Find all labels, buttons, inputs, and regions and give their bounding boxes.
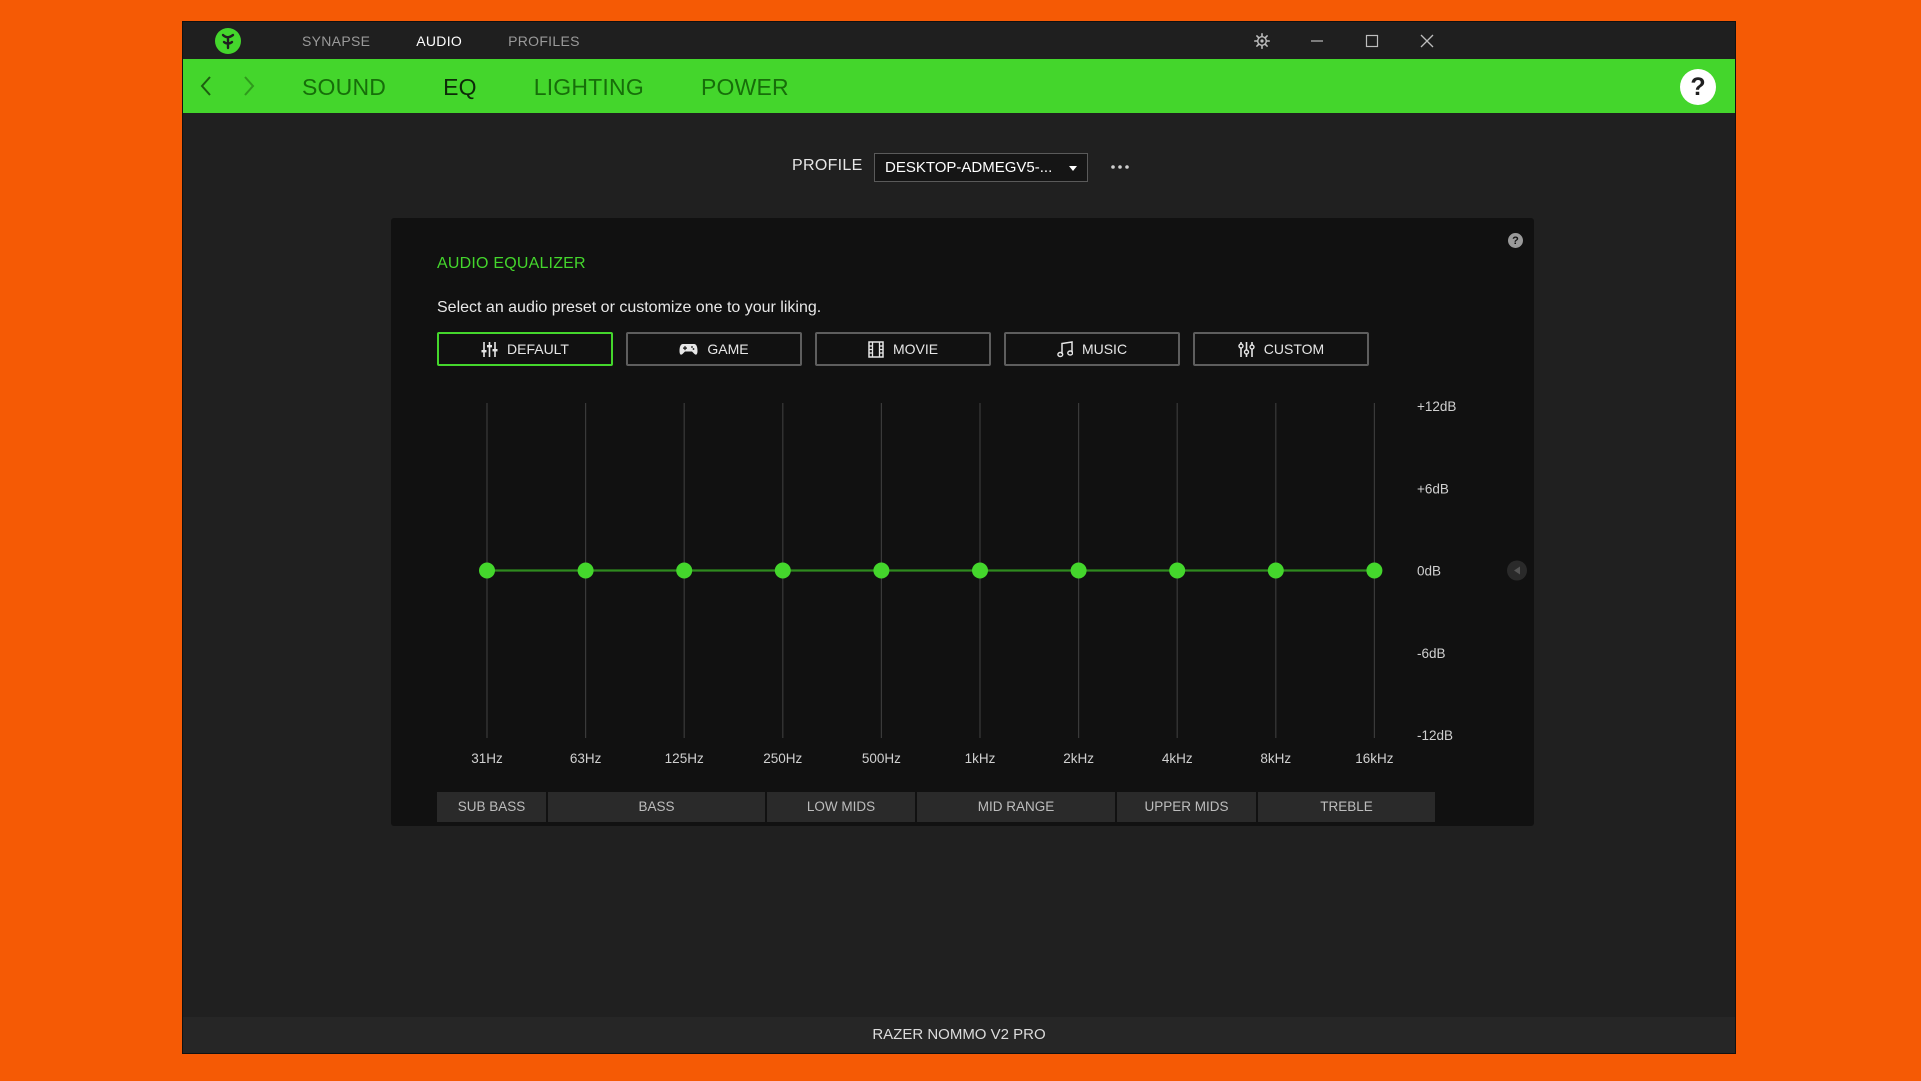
preset-game-label: GAME	[707, 341, 749, 357]
custom-sliders-icon	[1238, 341, 1255, 357]
preset-movie-button[interactable]: MOVIE	[815, 332, 991, 366]
band-low-mids: LOW MIDS	[767, 792, 915, 822]
db-label: 0dB	[1417, 564, 1441, 579]
device-status-bar: RAZER NOMMO V2 PRO	[183, 1017, 1735, 1053]
eq-slider-handle[interactable]	[1169, 562, 1186, 579]
more-options-button[interactable]	[1108, 156, 1132, 178]
profile-label: PROFILE	[792, 157, 863, 174]
device-name: RAZER NOMMO V2 PRO	[872, 1026, 1046, 1043]
db-label: -12dB	[1417, 728, 1453, 743]
eq-slider-handle[interactable]	[1366, 562, 1383, 579]
eq-slider-handle[interactable]	[1267, 562, 1284, 579]
frequency-label: 8kHz	[1260, 751, 1291, 766]
close-icon	[1420, 34, 1434, 47]
topnav-synapse[interactable]: SYNAPSE	[302, 33, 371, 49]
eq-slider-handle[interactable]	[676, 562, 693, 579]
eq-graph: 31Hz 63Hz 125Hz 250Hz 500Hz 1kHz 2kHz 4kHz 8kHz 1…	[471, 399, 1527, 766]
db-label: +12dB	[1417, 399, 1456, 414]
frequency-label: 2kHz	[1063, 751, 1094, 766]
eq-slider-handle[interactable]	[577, 562, 594, 579]
tab-lighting[interactable]: LIGHTING	[533, 74, 644, 100]
frequency-label: 16kHz	[1355, 751, 1394, 766]
music-note-icon	[1057, 340, 1073, 357]
maximize-icon	[1365, 34, 1379, 47]
title-bar: SYNAPSE AUDIO PROFILES	[183, 22, 1735, 59]
preset-default-label: DEFAULT	[507, 341, 569, 357]
eq-slider-handle[interactable]	[479, 562, 495, 579]
tab-power[interactable]: POWER	[700, 74, 789, 100]
panel-help-icon[interactable]: ?	[1508, 233, 1523, 248]
band-bass: BASS	[548, 792, 765, 822]
gamepad-icon	[679, 343, 698, 355]
gear-icon	[1254, 32, 1270, 49]
profile-dropdown[interactable]: DESKTOP-ADMEGV5-...	[874, 153, 1088, 182]
band-mid-range: MID RANGE	[917, 792, 1115, 822]
preset-custom-button[interactable]: CUSTOM	[1193, 332, 1369, 366]
forward-button[interactable]	[236, 72, 262, 100]
preset-movie-label: MOVIE	[892, 341, 939, 357]
eq-slider-handle[interactable]	[873, 562, 890, 579]
topnav-profiles[interactable]: PROFILES	[508, 33, 580, 49]
sub-nav: SOUND EQ LIGHTING POWER	[302, 59, 846, 113]
help-button[interactable]: ?	[1680, 69, 1716, 105]
band-treble: TREBLE	[1258, 792, 1435, 822]
minimize-icon	[1311, 39, 1323, 42]
preset-music-label: MUSIC	[1081, 341, 1128, 357]
preset-music-button[interactable]: MUSIC	[1004, 332, 1180, 366]
topnav-audio[interactable]: AUDIO	[416, 33, 463, 49]
razer-logo-icon[interactable]	[214, 27, 242, 55]
tab-eq[interactable]: EQ	[443, 74, 477, 100]
caret-left-icon	[1514, 566, 1520, 575]
close-button[interactable]	[1407, 22, 1447, 59]
frequency-label: 63Hz	[570, 751, 602, 766]
chevron-down-icon	[1069, 166, 1077, 171]
eq-slider-handle[interactable]	[774, 562, 791, 579]
db-label: +6dB	[1417, 481, 1449, 496]
sub-nav-bar: SOUND EQ LIGHTING POWER ?	[183, 59, 1735, 113]
preset-game-button[interactable]: GAME	[626, 332, 802, 366]
top-nav: SYNAPSE AUDIO PROFILES	[302, 22, 626, 59]
equalizer-title: AUDIO EQUALIZER	[437, 255, 586, 272]
db-label: -6dB	[1417, 646, 1446, 661]
band-sub-bass: SUB BASS	[437, 792, 546, 822]
preset-default-button[interactable]: DEFAULT	[437, 332, 613, 366]
chevron-left-icon	[200, 76, 211, 96]
eq-slider-handle[interactable]	[1070, 562, 1087, 579]
maximize-button[interactable]	[1352, 22, 1392, 59]
frequency-label: 31Hz	[471, 751, 503, 766]
eq-slider-handle[interactable]	[972, 562, 988, 579]
preset-custom-label: CUSTOM	[1263, 341, 1325, 357]
band-upper-mids: UPPER MIDS	[1117, 792, 1256, 822]
tab-sound[interactable]: SOUND	[302, 74, 387, 100]
settings-button[interactable]	[1242, 22, 1282, 59]
sliders-icon	[481, 341, 498, 357]
frequency-label: 1kHz	[965, 751, 996, 766]
synapse-window: SYNAPSE AUDIO PROFILES	[183, 22, 1735, 1053]
frequency-label: 500Hz	[862, 751, 901, 766]
film-icon	[868, 340, 884, 358]
equalizer-subtitle: Select an audio preset or customize one …	[437, 299, 822, 316]
audio-equalizer-panel: ? AUDIO EQUALIZER Select an audio preset…	[391, 218, 1534, 826]
frequency-label: 250Hz	[763, 751, 802, 766]
minimize-button[interactable]	[1297, 22, 1337, 59]
more-dots-icon	[1111, 165, 1129, 169]
frequency-label: 125Hz	[665, 751, 704, 766]
frequency-label: 4kHz	[1162, 751, 1193, 766]
back-button[interactable]	[193, 72, 219, 100]
chevron-right-icon	[244, 76, 255, 96]
profile-dropdown-value: DESKTOP-ADMEGV5-...	[885, 159, 1053, 176]
